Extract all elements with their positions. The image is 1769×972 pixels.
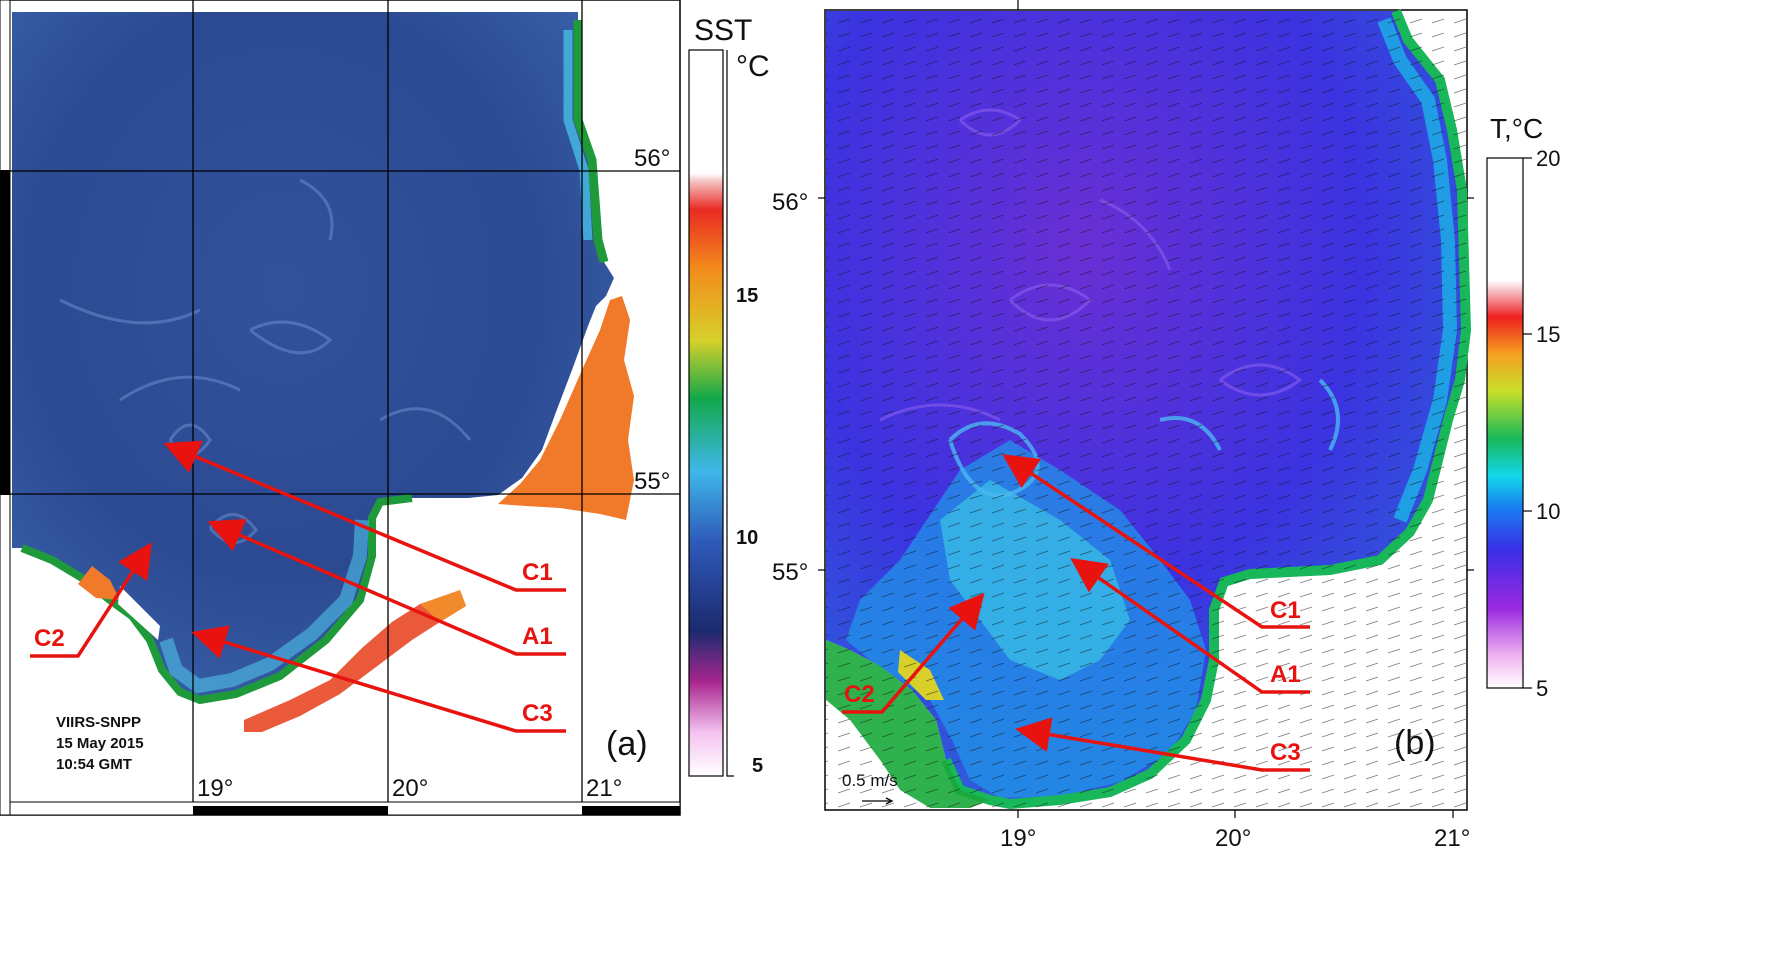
label-a1-a: A1 [522,623,553,650]
sea-area-a [12,12,614,700]
arrow-c2-b [842,592,985,714]
colorbar-b-tick-5: 5 [1536,676,1548,701]
label-c1-b: C1 [1270,597,1301,624]
label-c2-b: C2 [844,681,875,708]
curonian-lagoon-a [498,296,634,520]
label-c3-b: C3 [1270,739,1301,766]
lon-19-label-a: 19° [197,775,233,802]
colorbar-b-tick-15: 15 [1536,322,1560,347]
colorbar-a-tick-15: 15 [736,285,758,307]
colorbar-b-tick-10: 10 [1536,499,1560,524]
label-c1-a: C1 [522,559,553,586]
coastal-band-a [573,20,609,264]
lon-20-label-a: 20° [392,775,428,802]
colorbar-b: T,°C 20 15 10 5 [1486,113,1560,701]
arrow-c2-a [30,542,152,658]
label-a1-b: A1 [1270,661,1301,688]
lon-21-label-a: 21° [586,775,622,802]
arrow-c1-a [163,440,566,592]
arrow-c3-a [191,625,566,733]
colorbar-a-title: SST [694,14,752,47]
caption-satellite: VIIRS-SNPP [56,714,141,731]
lat-56-label-b: 56° [772,189,808,216]
lat-56-label-a: 56° [634,145,670,172]
velocity-scale-label: 0.5 m/s [842,771,898,790]
colorbar-a: SST °C 15 10 5 [688,14,770,777]
colorbar-a-unit: °C [736,50,770,83]
arrow-c3-b [1015,717,1310,772]
colorbar-a-gradient [688,49,724,777]
caption-date: 15 May 2015 [56,735,144,752]
puck-bay-a [78,566,120,600]
panel-a-tag: (a) [606,725,648,763]
feature-arrows-b [842,454,1310,772]
grid-a [10,0,680,802]
lon-19-label-b: 19° [1000,825,1036,852]
colorbar-a-tick-10: 10 [736,527,758,549]
arrow-a1-a [207,518,566,656]
caption-time: 10:54 GMT [56,756,132,773]
axes-b [818,0,1474,818]
label-c2-a: C2 [34,625,65,652]
lon-21-label-b: 21° [1434,825,1470,852]
colorbar-b-gradient [1486,157,1524,689]
arrow-c1-b [1002,454,1310,629]
colorbar-b-title: T,°C [1490,113,1543,144]
panel-a: 56° 55° 19° 20° 21° VIIRS-SNPP 15 May 20… [0,0,681,816]
panel-b: 56° 55° 19° 20° 21° 0.5 m/s (b) C1 A1 C2… [772,0,1474,852]
colorbar-a-tick-5: 5 [752,755,763,777]
velocity-vectors [826,11,1466,809]
feature-arrows-a [30,440,566,733]
lat-55-label-b: 55° [772,559,808,586]
label-c3-a: C3 [522,700,553,727]
left-ruler-black [0,170,10,495]
panel-b-tag: (b) [1394,724,1436,762]
lat-55-label-a: 55° [634,468,670,495]
arrow-a1-b [1070,557,1310,694]
colorbar-b-tick-20: 20 [1536,146,1560,171]
lon-20-label-b: 20° [1215,825,1251,852]
vistula-lagoon-a [244,590,466,732]
